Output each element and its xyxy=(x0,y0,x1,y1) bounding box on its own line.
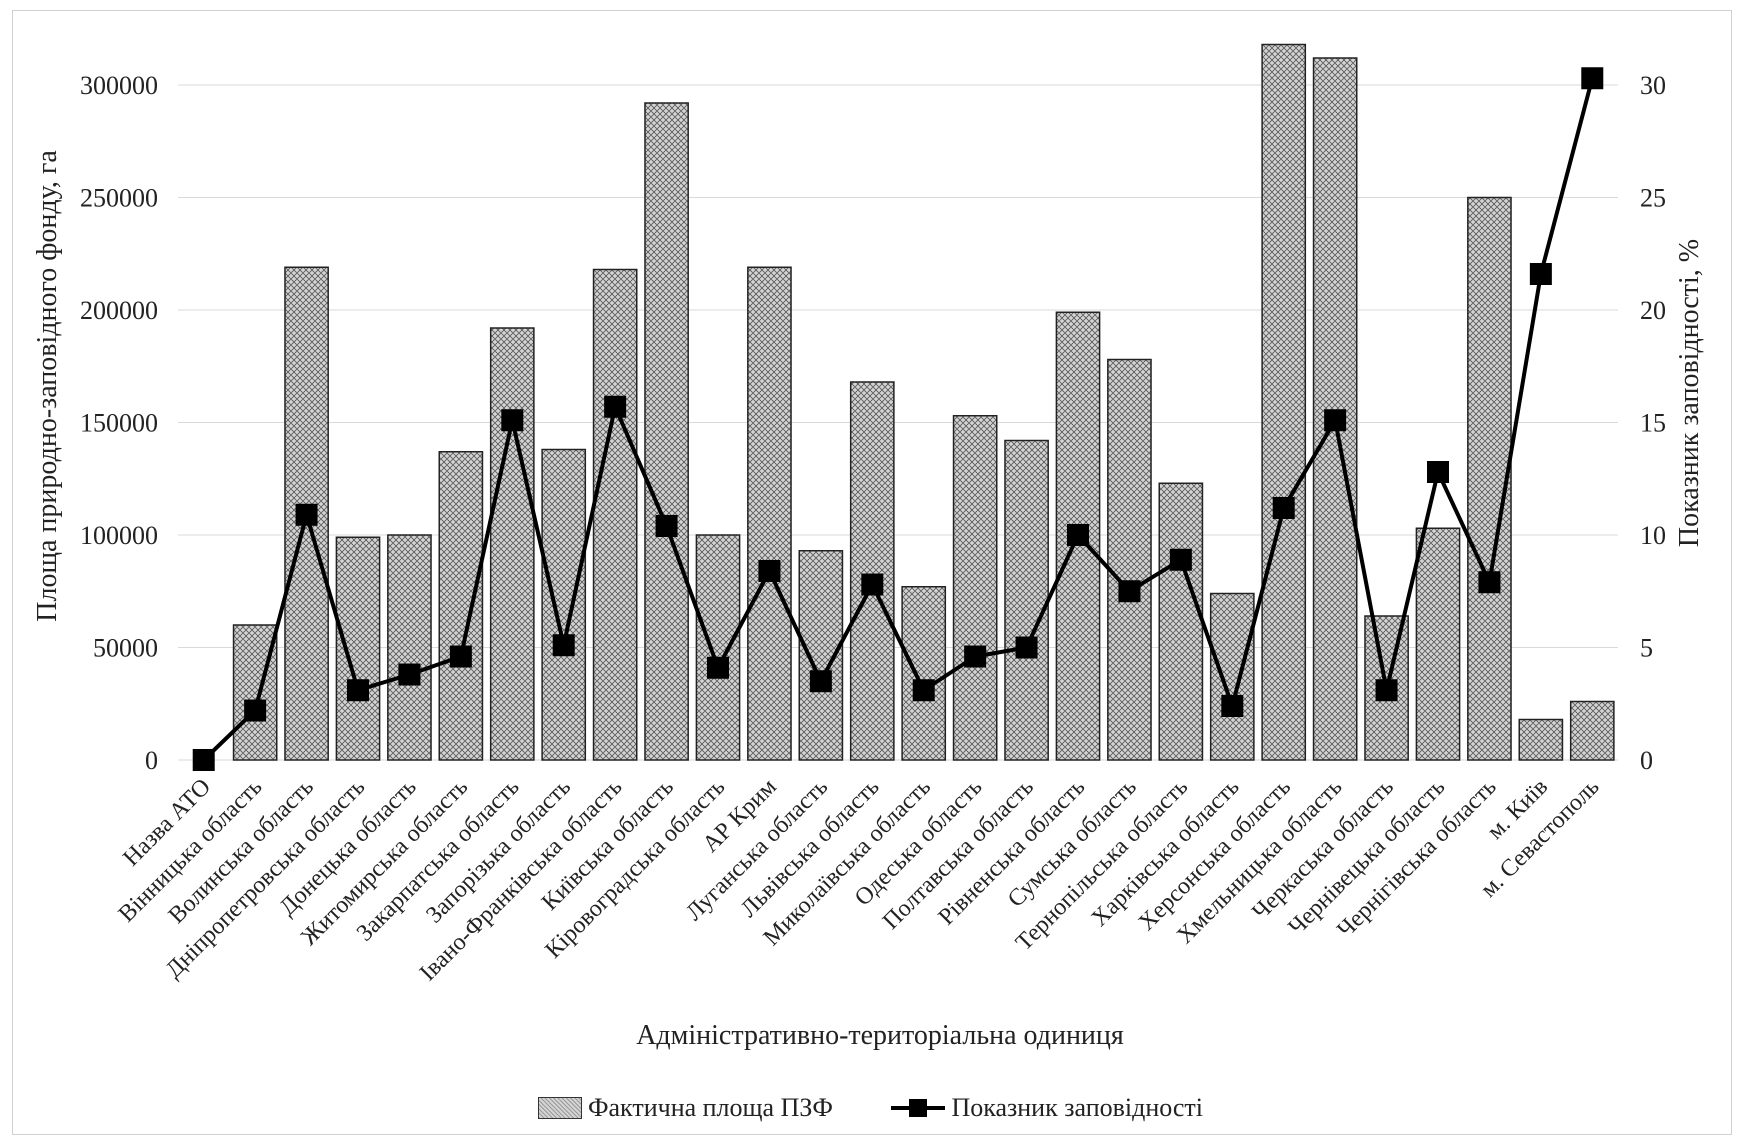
right-axis-ticks: 0 5 10 15 20 25 30 xyxy=(1640,71,1666,775)
left-tick-label: 50000 xyxy=(93,634,158,663)
line-point xyxy=(758,560,781,582)
line-point xyxy=(1015,636,1038,659)
hatched-bar-swatch-icon xyxy=(537,1097,582,1119)
left-tick-label: 100000 xyxy=(80,521,158,550)
bar xyxy=(1107,358,1152,761)
bar xyxy=(1158,482,1204,761)
bar xyxy=(489,327,535,761)
line-point xyxy=(1581,67,1604,90)
x-axis-label: Адміністративно-територіальна одиниця xyxy=(636,1020,1124,1051)
bar xyxy=(1261,43,1307,761)
bar xyxy=(335,536,381,761)
line-point xyxy=(295,503,318,526)
legend-item-bars: Фактична площа ПЗФ xyxy=(537,1093,833,1123)
legend: Фактична площа ПЗФ Показник заповідності xyxy=(0,1093,1741,1126)
bar xyxy=(284,266,329,761)
line-point xyxy=(192,749,215,771)
left-tick-label: 300000 xyxy=(80,71,158,100)
bar xyxy=(1004,439,1049,761)
line-point xyxy=(449,645,472,668)
bar xyxy=(747,266,792,761)
line-point xyxy=(655,515,678,537)
line-point xyxy=(347,679,369,702)
line-point xyxy=(552,634,575,657)
line-point xyxy=(1427,461,1449,483)
bar xyxy=(1467,196,1512,761)
bar xyxy=(438,451,484,761)
y-axis-label: Площа природно-заповідного фонду, га xyxy=(32,150,63,622)
left-tick-label: 250000 xyxy=(80,184,158,213)
bar xyxy=(695,534,741,761)
chart-frame xyxy=(12,10,1732,1135)
line-point xyxy=(244,699,267,722)
bar xyxy=(1518,718,1564,761)
line-point xyxy=(1221,695,1244,717)
y2-axis-label: Показник заповідності, % xyxy=(1674,239,1705,547)
line-marker-swatch-icon xyxy=(891,1099,946,1117)
line-point xyxy=(1272,497,1295,519)
right-tick-label: 5 xyxy=(1640,634,1653,663)
bar xyxy=(1415,527,1461,761)
left-tick-label: 0 xyxy=(145,746,158,775)
bar-series xyxy=(232,43,1615,761)
bar xyxy=(901,586,947,761)
legend-item-line: Показник заповідності xyxy=(891,1093,1203,1123)
line-point xyxy=(398,663,421,686)
line-point xyxy=(501,409,524,432)
line-point xyxy=(1324,409,1347,432)
line-point xyxy=(912,679,935,702)
line-point xyxy=(1169,548,1192,571)
series-line xyxy=(202,77,1595,762)
line-point xyxy=(1067,524,1089,546)
right-tick-label: 25 xyxy=(1640,184,1666,213)
line-point xyxy=(1529,263,1552,285)
left-axis-ticks: 0 50000 100000 150000 200000 250000 300000 xyxy=(80,71,158,775)
left-tick-label: 200000 xyxy=(80,296,158,325)
bar xyxy=(1569,700,1615,761)
right-tick-label: 10 xyxy=(1640,521,1666,550)
line-point xyxy=(604,395,627,418)
line-point xyxy=(964,645,987,668)
line-point xyxy=(1375,679,1398,702)
line-point xyxy=(1118,580,1141,603)
right-tick-label: 30 xyxy=(1640,71,1666,100)
bar xyxy=(387,534,432,761)
bar xyxy=(541,448,587,761)
line-point xyxy=(809,670,832,693)
right-tick-label: 20 xyxy=(1640,296,1666,325)
right-tick-label: 0 xyxy=(1640,746,1653,775)
legend-label-line: Показник заповідності xyxy=(951,1093,1204,1122)
bar xyxy=(644,102,689,761)
right-tick-label: 15 xyxy=(1640,409,1666,438)
left-tick-label: 150000 xyxy=(80,409,158,438)
bar xyxy=(1209,592,1255,761)
bar xyxy=(592,268,638,761)
line-series xyxy=(192,67,1604,771)
bar xyxy=(952,415,998,761)
bar xyxy=(232,624,278,761)
line-point xyxy=(1478,571,1501,594)
line-point xyxy=(707,656,729,679)
bar xyxy=(849,381,895,761)
bar xyxy=(1312,57,1358,761)
line-point xyxy=(861,573,884,596)
legend-label-bars: Фактична площа ПЗФ xyxy=(587,1093,833,1122)
